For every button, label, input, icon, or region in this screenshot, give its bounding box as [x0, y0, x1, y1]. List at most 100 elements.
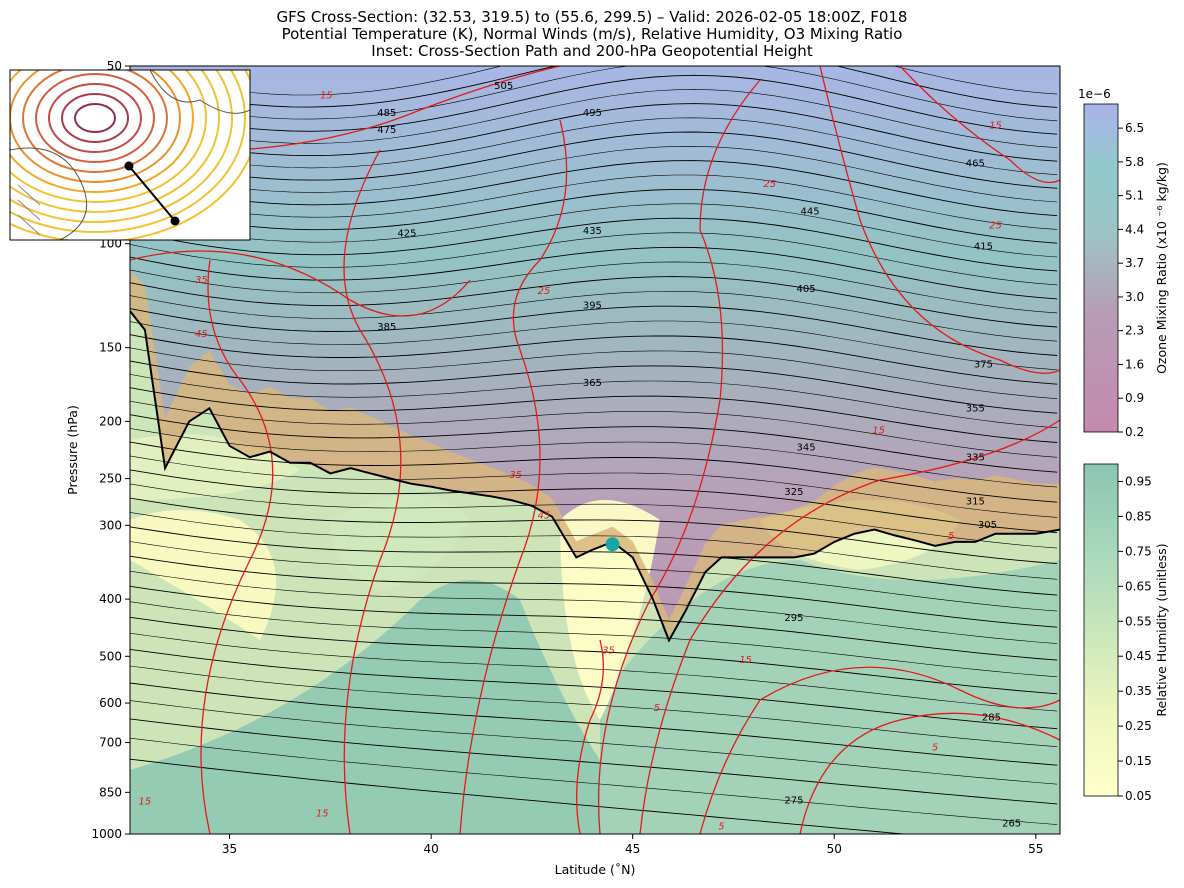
theta-contour-415	[130, 305, 1058, 356]
colorbar-tick-label: 0.45	[1125, 649, 1152, 663]
colorbar-tick-label: 0.15	[1125, 754, 1152, 768]
theta-label: 335	[966, 453, 985, 464]
rh-patch-0	[130, 580, 600, 834]
inset-coastline	[149, 70, 250, 114]
theta-label: 475	[377, 125, 396, 136]
wind-contour-2	[459, 119, 568, 834]
rh-colorbar-gradient	[1083, 463, 1119, 797]
rh-patch-1	[600, 560, 1060, 834]
theta-contour-345	[130, 497, 1058, 565]
rh-patch-2	[130, 510, 276, 640]
inset-height-contour	[22, 70, 168, 173]
colorbar-tick-label: 0.65	[1125, 579, 1152, 593]
colorbar-tick-label: 3.0	[1125, 290, 1144, 304]
theta-label: 315	[966, 497, 985, 508]
theta-contour-270	[130, 737, 1058, 825]
theta-label: 485	[377, 108, 396, 119]
y-tick-label: 200	[99, 414, 122, 428]
inset-height-contour	[35, 73, 155, 163]
wind-label: 15	[320, 91, 333, 102]
theta-contour-410	[130, 320, 1058, 371]
title-line-2: Potential Temperature (K), Normal Winds …	[282, 25, 903, 43]
wind-label: 15	[316, 809, 329, 820]
theta-contour-500	[130, 66, 1058, 122]
theta-contour-330	[130, 541, 1058, 612]
x-tick-label: 50	[827, 842, 842, 856]
wind-label: 5	[948, 531, 954, 542]
theta-label: 375	[974, 360, 993, 371]
inset-height-contour	[10, 70, 220, 213]
wind-contour-5	[699, 666, 1060, 834]
inset-hatching	[17, 184, 41, 236]
inset-coastline	[10, 147, 88, 240]
figure-title: GFS Cross-Section: (32.53, 319.5) to (55…	[277, 8, 908, 60]
theta-contour-360	[130, 455, 1058, 518]
theta-contour-475	[130, 131, 1058, 189]
colorbar-tick-label: 0.95	[1125, 474, 1152, 488]
theta-contour-400	[130, 347, 1058, 399]
cross-section-plot-area: 505 495 485 475 465 445 435 425 415 405 395 385 375 3…	[130, 66, 1060, 834]
theta-contour-350	[130, 483, 1058, 549]
theta-contour-355	[130, 469, 1058, 534]
inset-path-start-point	[124, 161, 134, 171]
theta-contour-300	[130, 632, 1058, 712]
wind-label: 45	[538, 510, 551, 521]
theta-label: 495	[583, 108, 602, 119]
potential-temperature-contours	[130, 66, 1058, 834]
inset-path-end-point	[170, 216, 180, 226]
theta-label: 415	[974, 242, 993, 253]
theta-contour-470	[130, 145, 1058, 203]
theta-contour-285	[130, 682, 1058, 766]
theta-contour-295	[130, 648, 1058, 730]
theta-contour-375	[130, 414, 1058, 473]
inset-frame	[9, 69, 251, 241]
wind-contour-3	[597, 79, 761, 834]
title-line-1: GFS Cross-Section: (32.53, 319.5) to (55…	[277, 8, 908, 26]
rh-colorbar: 0.05 0.15 0.25 0.35 0.45 0.55 0.65 0.75 0.85 0.95…	[1083, 463, 1169, 803]
theta-contour-445	[130, 217, 1058, 272]
theta-contour-labels: 505 495 485 475 465 445 435 425 415 405 395 385 375 3…	[377, 81, 1021, 830]
theta-contour-290	[130, 665, 1058, 747]
wind-label: 25	[763, 179, 776, 190]
theta-contour-430	[130, 261, 1058, 314]
theta-contour-485	[130, 103, 1058, 162]
geopotential-height-contours	[10, 70, 250, 240]
theta-contour-275	[130, 718, 1058, 805]
theta-label: 435	[583, 226, 602, 237]
y-tick-label: 600	[99, 696, 122, 710]
theta-label: 395	[583, 300, 602, 311]
theta-contour-315	[130, 585, 1058, 661]
wind-contour-1	[343, 149, 402, 834]
theta-contour-365	[130, 441, 1058, 503]
inset-height-contour	[10, 70, 233, 223]
normal-wind-contours	[130, 66, 1060, 834]
wind-contour-10	[899, 66, 1060, 184]
x-tick-label: 45	[625, 842, 640, 856]
theta-contour-465	[130, 160, 1058, 217]
title-line-3: Inset: Cross-Section Path and 200-hPa Ge…	[371, 42, 813, 60]
wind-contour-8	[130, 250, 471, 317]
theta-contour-455	[130, 188, 1058, 244]
inset-height-contour	[10, 70, 181, 183]
theta-contour-505	[130, 66, 1058, 108]
wind-contour-6	[799, 712, 1060, 834]
wind-label: 25	[989, 221, 1002, 232]
theta-label: 265	[1002, 819, 1021, 830]
theta-contour-480	[130, 117, 1058, 175]
plot-frame	[129, 65, 1061, 835]
wind-label: 15	[872, 426, 885, 437]
y-tick-label: 250	[99, 472, 122, 486]
y-tick-label: 850	[99, 785, 122, 799]
cross-section-marker	[605, 537, 620, 552]
theta-label: 405	[796, 284, 815, 295]
theta-contour-385	[130, 387, 1058, 443]
ozone-colorbar-gradient	[1083, 103, 1119, 433]
theta-label: 275	[784, 795, 803, 806]
x-tick-label: 35	[222, 842, 237, 856]
colorbar-tick-label: 3.7	[1125, 256, 1144, 270]
y-tick-label: 400	[99, 592, 122, 606]
ozone-colorbar: 1e−6 0.2 0.9 1.6 2.3 3.0 3.7 4.4 5.1 5.8 6.5 Ozon…	[1078, 87, 1169, 439]
colorbar-tick-label: 0.35	[1125, 684, 1152, 698]
inset-height-contour	[10, 70, 194, 193]
theta-label: 465	[966, 159, 985, 170]
